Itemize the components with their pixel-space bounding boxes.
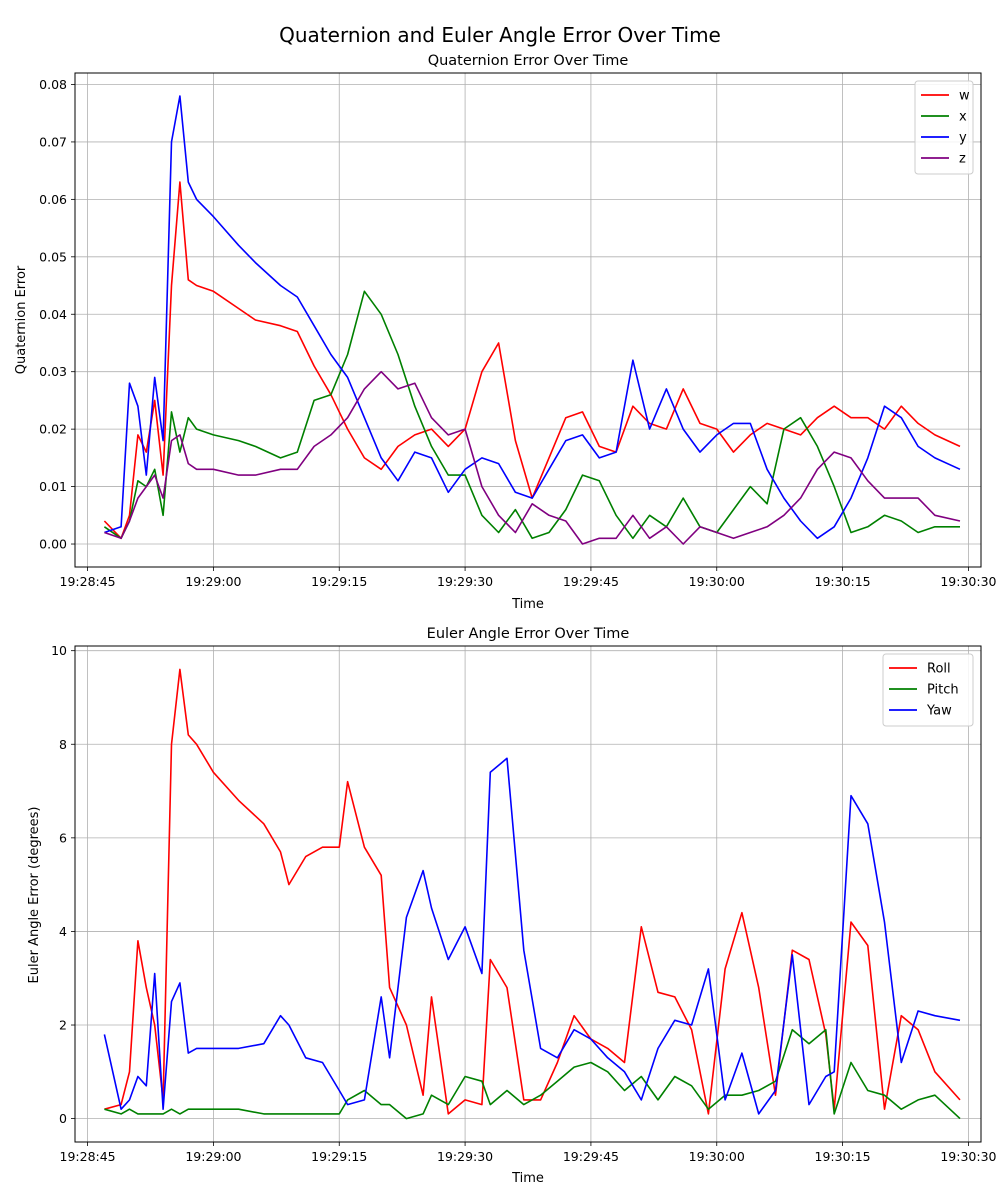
legend: Roll Pitch Yaw: [882, 653, 974, 727]
x-tick-label: 19:29:30: [437, 574, 493, 589]
x-tick-label: 19:29:15: [311, 1149, 367, 1164]
figure-suptitle: Quaternion and Euler Angle Error Over Ti…: [279, 23, 721, 47]
x-tick-label: 19:29:00: [185, 574, 241, 589]
x-tick-label: 19:30:30: [940, 574, 996, 589]
x-tick-label: 19:29:00: [185, 1149, 241, 1164]
y-tick-label: 0.07: [39, 134, 67, 149]
chart-title: Quaternion Error Over Time: [428, 53, 629, 69]
y-axis-ticks: 0.00 0.01 0.02 0.03 0.04 0.05 0.06 0.07 0.08: [39, 77, 75, 552]
series-line-roll: [104, 668, 961, 1115]
y-tick-label: 0.01: [39, 479, 67, 494]
x-axis-ticks: 19:28:45 19:29:00 19:29:15 19:29:30 19:29:45…: [60, 567, 997, 589]
series-line-pitch: [104, 1028, 961, 1120]
legend-box: [914, 80, 974, 175]
x-tick-label: 19:29:30: [437, 1149, 493, 1164]
plot-frame: [74, 645, 982, 1143]
y-tick-label: 6: [59, 830, 67, 845]
series-line-y: [104, 95, 961, 540]
x-tick-label: 19:29:45: [563, 574, 619, 589]
legend-label: Yaw: [926, 704, 952, 719]
y-tick-label: 2: [59, 1018, 67, 1033]
chart-title: Euler Angle Error Over Time: [427, 626, 630, 642]
x-tick-label: 19:30:15: [815, 1149, 871, 1164]
plot-frame: [74, 72, 982, 568]
x-tick-label: 19:30:30: [940, 1149, 996, 1164]
series-line-x: [103, 290, 960, 540]
y-tick-label: 0: [59, 1111, 67, 1126]
legend-label: y: [959, 131, 967, 146]
legend-box: [882, 653, 974, 727]
y-tick-label: 0.05: [39, 249, 67, 264]
x-tick-label: 19:30:15: [815, 574, 871, 589]
legend-label: x: [959, 110, 967, 125]
x-tick-label: 19:28:45: [60, 1149, 116, 1164]
quaternion-error-chart: Quaternion Error Over Time 19:28:45 19:29…: [14, 53, 997, 612]
grid-lines: [75, 73, 981, 567]
x-tick-label: 19:28:45: [60, 574, 116, 589]
series-lines: [103, 668, 961, 1120]
grid-lines: [75, 646, 981, 1142]
series-line-z: [104, 370, 961, 545]
x-tick-label: 19:30:00: [689, 1149, 745, 1164]
euler-angle-error-chart: Euler Angle Error Over Time 19:28:45 19:2…: [27, 626, 997, 1186]
y-tick-label: 0.03: [39, 364, 67, 379]
y-tick-label: 8: [59, 737, 67, 752]
y-tick-label: 0.04: [39, 307, 67, 322]
legend-label: Pitch: [927, 683, 959, 698]
series-lines: [103, 95, 961, 545]
y-tick-label: 4: [59, 924, 67, 939]
y-axis-label: Quaternion Error: [14, 265, 29, 374]
legend-label: w: [959, 89, 970, 104]
x-axis-label: Time: [511, 1171, 544, 1186]
y-axis-ticks: 0 2 4 6 8 10: [51, 643, 75, 1126]
x-tick-label: 19:29:45: [563, 1149, 619, 1164]
y-tick-label: 0.00: [39, 537, 67, 552]
y-axis-label: Euler Angle Error (degrees): [27, 807, 42, 984]
x-tick-label: 19:29:15: [311, 574, 367, 589]
series-line-w: [103, 181, 961, 540]
x-axis-label: Time: [511, 597, 544, 612]
y-tick-label: 0.06: [39, 192, 67, 207]
x-tick-label: 19:30:00: [689, 574, 745, 589]
legend-label: Roll: [927, 662, 951, 677]
legend-label: z: [959, 152, 966, 167]
y-tick-label: 0.02: [39, 422, 67, 437]
y-tick-label: 10: [51, 643, 67, 658]
series-line-yaw: [103, 757, 961, 1115]
x-axis-ticks: 19:28:45 19:29:00 19:29:15 19:29:30 19:29:45…: [60, 1142, 997, 1164]
y-tick-label: 0.08: [39, 77, 67, 92]
